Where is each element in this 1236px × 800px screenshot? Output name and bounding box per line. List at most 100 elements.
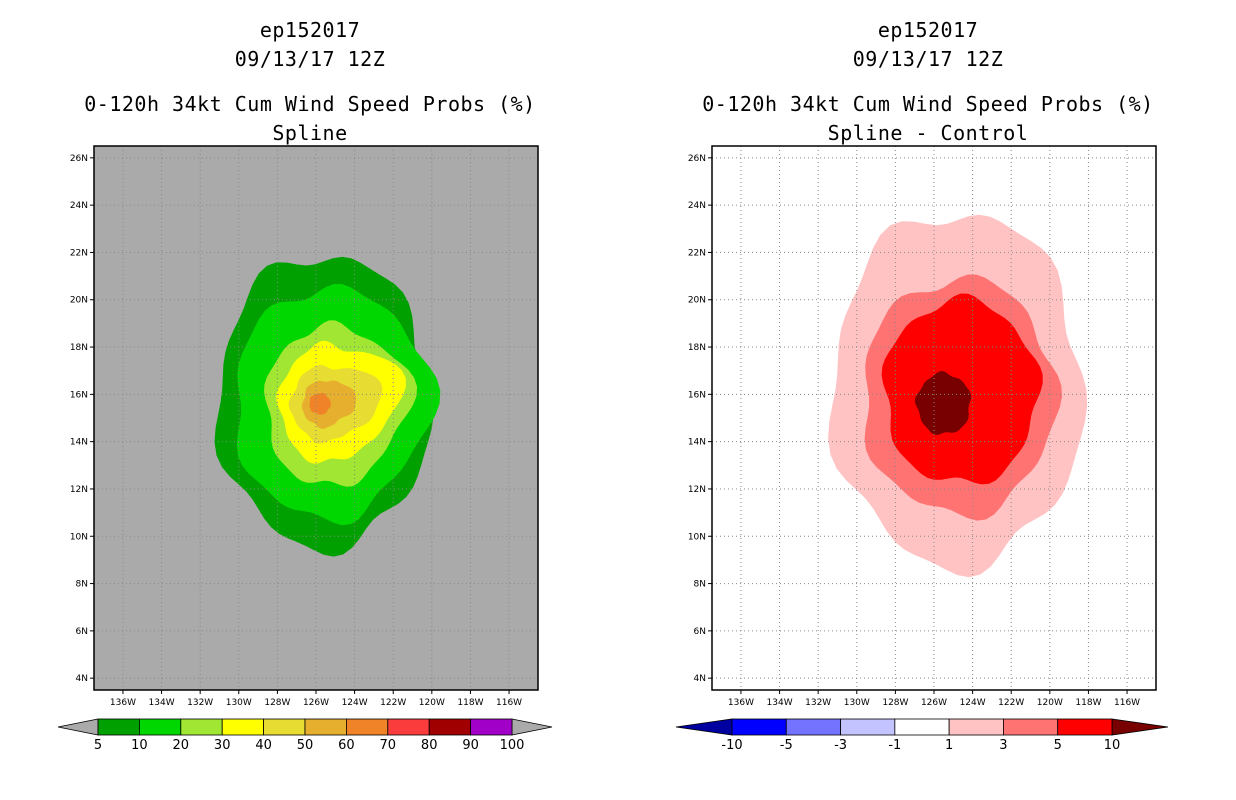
colorbar-label: 40 [255, 738, 272, 753]
y-tick-label: 26N [688, 154, 706, 164]
contour-layer [828, 214, 1088, 578]
colorbar-label: 30 [214, 738, 231, 753]
colorbar-label: -5 [780, 738, 793, 753]
colorbar-swatch [948, 718, 1004, 736]
y-tick-label: 12N [688, 485, 706, 495]
y-tick-label: 18N [688, 343, 706, 353]
x-tick-label: 136W [110, 698, 136, 708]
left-chart-title-block: ep152017 09/13/17 12Z 0-120h 34kt Cum Wi… [10, 16, 610, 148]
x-tick-label: 134W [767, 698, 793, 708]
y-tick-label: 8N [76, 580, 88, 590]
y-tick-label: 12N [70, 485, 88, 495]
colorbar-over-arrow [511, 718, 553, 736]
left-storm-id: ep152017 [259, 18, 361, 42]
x-tick-label: 120W [1037, 698, 1063, 708]
colorbar-label: 20 [173, 738, 190, 753]
y-tick-label: 14N [688, 438, 706, 448]
colorbar-under-arrow [675, 718, 733, 736]
colorbar-label: 70 [380, 738, 397, 753]
left-datetime: 09/13/17 12Z [234, 47, 386, 71]
y-tick-label: 8N [694, 580, 706, 590]
colorbar-swatch [263, 718, 306, 736]
y-tick-label: 18N [70, 343, 88, 353]
x-tick-label: 132W [187, 698, 213, 708]
colorbar-label: 3 [999, 738, 1007, 753]
left-chart-title: 0-120h 34kt Cum Wind Speed Probs (%) [84, 92, 536, 116]
y-tick-label: 22N [70, 248, 88, 258]
colorbar-under-arrow [57, 718, 99, 736]
colorbar-swatch [304, 718, 347, 736]
x-tick-label: 124W [960, 698, 986, 708]
colorbar: -10 -5 -3 -1 1 3 5 10 [675, 718, 1169, 753]
colorbar-swatch [97, 718, 140, 736]
x-tick-label: 128W [882, 698, 908, 708]
right-storm-id: ep152017 [877, 18, 979, 42]
right-chart-title: 0-120h 34kt Cum Wind Speed Probs (%) [702, 92, 1154, 116]
colorbar-swatch [180, 718, 223, 736]
y-tick-label: 26N [70, 154, 88, 164]
colorbar-swatch [731, 718, 787, 736]
contour-level-60 [309, 393, 331, 415]
colorbar-label: 90 [462, 738, 479, 753]
colorbar-swatch [345, 718, 389, 736]
colorbar-label: 10 [131, 738, 148, 753]
y-tick-label: 16N [688, 390, 706, 400]
right-datetime: 09/13/17 12Z [852, 47, 1004, 71]
x-tick-label: 126W [303, 698, 329, 708]
colorbar-label: -1 [888, 738, 901, 753]
colorbar-label: -3 [834, 738, 847, 753]
y-tick-label: 24N [688, 201, 706, 211]
colorbar-label: -10 [721, 738, 742, 753]
colorbar-label: 1 [945, 738, 953, 753]
colorbar-label: 60 [338, 738, 355, 753]
y-tick-label: 24N [70, 201, 88, 211]
y-tick-label: 6N [694, 627, 706, 637]
x-tick-label: 122W [998, 698, 1024, 708]
left-chart-subtitle: Spline [272, 121, 348, 145]
colorbar-swatch [1003, 718, 1059, 736]
colorbar-label: 5 [94, 738, 102, 753]
right-chart-subtitle: Spline - Control [827, 121, 1029, 145]
colorbar-over-arrow [1111, 718, 1169, 736]
x-tick-label: 130W [226, 698, 252, 708]
x-tick-label: 122W [380, 698, 406, 708]
contour-layer [214, 256, 441, 557]
colorbar-swatch [138, 718, 182, 736]
colorbar-swatch [894, 718, 950, 736]
x-tick-label: 136W [728, 698, 754, 708]
y-tick-label: 10N [70, 532, 88, 542]
right-chart-title-block: ep152017 09/13/17 12Z 0-120h 34kt Cum Wi… [628, 16, 1228, 148]
colorbar-swatch [428, 718, 472, 736]
y-tick-label: 6N [76, 627, 88, 637]
colorbar-swatch [1057, 718, 1113, 736]
y-tick-label: 4N [694, 674, 706, 684]
y-tick-label: 22N [688, 248, 706, 258]
colorbar-swatch [470, 718, 513, 736]
x-tick-label: 128W [264, 698, 290, 708]
y-tick-label: 16N [70, 390, 88, 400]
contour-level-10 [914, 371, 972, 435]
colorbar-swatch [785, 718, 841, 736]
y-tick-label: 4N [76, 674, 88, 684]
colorbar-label: 80 [421, 738, 438, 753]
colorbar-label: 10 [1104, 738, 1121, 753]
colorbar-swatch [221, 718, 264, 736]
x-tick-label: 120W [419, 698, 445, 708]
x-tick-label: 116W [1114, 698, 1140, 708]
colorbar-swatch [387, 718, 430, 736]
x-tick-label: 116W [496, 698, 522, 708]
y-tick-label: 10N [688, 532, 706, 542]
colorbar-label: 50 [297, 738, 314, 753]
x-tick-label: 124W [342, 698, 368, 708]
x-tick-label: 118W [457, 698, 483, 708]
chart-1-group: 136W 134W 132W 130W 128W 126W 124W 122W 120W 118W… [57, 145, 553, 753]
colorbar-label: 100 [500, 738, 525, 753]
colorbar-label: 5 [1054, 738, 1062, 753]
chart-2-group: 136W 134W 132W 130W 128W 126W 124W 122W 120W 118W… [675, 145, 1169, 753]
x-tick-label: 126W [921, 698, 947, 708]
x-tick-label: 130W [844, 698, 870, 708]
x-tick-label: 134W [149, 698, 175, 708]
y-tick-label: 20N [688, 296, 706, 306]
colorbar: 5 10 20 30 40 50 60 70 80 90 100 [57, 718, 553, 753]
